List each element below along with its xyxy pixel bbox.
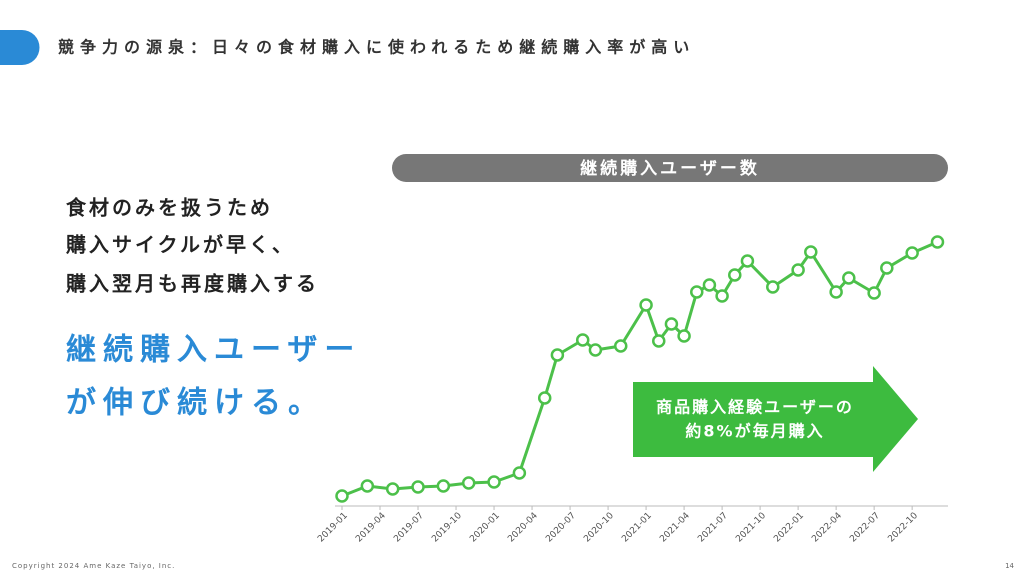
callout-line: 商品購入経験ユーザーの <box>656 398 854 417</box>
data-point <box>905 246 919 260</box>
data-point <box>360 479 375 493</box>
data-point <box>766 280 780 294</box>
data-point <box>728 268 742 282</box>
data-point <box>461 476 476 490</box>
data-point <box>842 271 856 285</box>
data-point <box>512 466 527 480</box>
data-point <box>588 343 603 357</box>
data-point <box>930 235 945 249</box>
data-point <box>664 317 679 331</box>
data-point <box>639 298 653 312</box>
data-point <box>487 475 501 489</box>
chart-title-pill <box>392 154 948 182</box>
data-point <box>411 480 425 494</box>
data-point <box>791 263 805 277</box>
data-point <box>550 348 565 362</box>
data-point <box>436 479 451 493</box>
data-point <box>829 285 843 299</box>
data-point <box>740 254 755 268</box>
body-line: 購入翌月も再度購入する <box>66 272 319 296</box>
data-point <box>702 278 717 292</box>
highlight-line: 継続購入ユーザー <box>66 333 361 368</box>
data-point <box>715 289 729 303</box>
data-point <box>690 285 704 299</box>
data-point <box>335 489 349 503</box>
chart-title: 継続購入ユーザー数 <box>580 158 760 179</box>
data-point <box>537 391 552 405</box>
data-point <box>867 286 881 300</box>
body-line: 購入サイクルが早く、 <box>66 233 295 257</box>
callout-arrow <box>633 366 918 472</box>
slide-title: 競争力の源泉：日々の食材購入に使われるため継続購入率が高い <box>58 38 695 57</box>
copyright: Copyright 2024 Ame Kaze Taiyo, Inc. <box>12 562 175 570</box>
body-line: 食材のみを扱うため <box>66 196 273 220</box>
data-point <box>677 329 691 343</box>
data-point <box>652 334 666 348</box>
data-point <box>575 333 590 347</box>
highlight-line: が伸び続ける。 <box>66 386 325 421</box>
data-point <box>804 245 818 259</box>
data-point <box>385 482 400 496</box>
data-point <box>880 261 894 275</box>
callout-line: 約8%が毎月購入 <box>685 422 824 441</box>
title-accent <box>0 30 40 65</box>
page-number: 14 <box>1005 562 1014 570</box>
data-point <box>613 339 628 353</box>
